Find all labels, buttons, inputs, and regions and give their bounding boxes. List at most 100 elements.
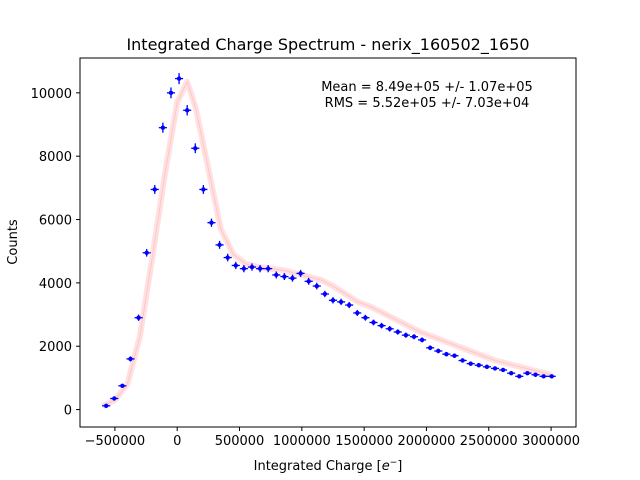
data-point — [231, 261, 240, 270]
point-marker — [371, 320, 376, 325]
data-point — [158, 122, 167, 133]
data-point — [320, 290, 329, 298]
data-point — [110, 396, 119, 401]
data-point — [256, 264, 265, 273]
point-marker — [168, 90, 174, 96]
point-marker — [160, 125, 166, 130]
point-marker — [346, 302, 352, 308]
data-point — [409, 334, 419, 340]
point-marker — [338, 299, 344, 305]
data-point — [434, 348, 443, 354]
data-point — [288, 274, 297, 282]
data-point — [361, 314, 370, 321]
data-point — [150, 185, 159, 194]
point-marker — [500, 367, 506, 373]
data-point — [353, 309, 362, 316]
data-point — [175, 73, 184, 85]
point-marker — [476, 363, 481, 368]
point-marker — [387, 326, 392, 332]
data-point — [337, 298, 346, 306]
point-marker — [541, 374, 546, 379]
y-tick-label: 6000 — [39, 214, 72, 229]
data-point — [547, 374, 556, 379]
x-axis-label-superscript: − — [390, 458, 398, 468]
point-marker — [379, 323, 384, 328]
point-marker — [201, 187, 206, 192]
x-tick-label: 0 — [173, 434, 181, 449]
data-point — [507, 370, 516, 376]
point-marker — [363, 315, 368, 320]
point-marker — [176, 76, 182, 81]
y-tick-label: 10000 — [31, 87, 72, 102]
data-point — [474, 363, 483, 368]
data-point — [239, 264, 248, 273]
point-marker — [419, 337, 425, 343]
y-tick-label: 4000 — [39, 277, 72, 292]
data-point — [118, 383, 127, 389]
point-marker — [298, 271, 303, 276]
data-point — [207, 218, 216, 227]
data-point — [490, 366, 500, 371]
point-marker — [103, 403, 109, 408]
point-marker — [128, 356, 133, 362]
x-tick-label: 500000 — [215, 434, 265, 449]
data-point — [523, 370, 532, 376]
data-point — [426, 345, 435, 351]
data-point — [385, 326, 394, 332]
point-marker — [549, 374, 554, 379]
plot-frame — [79, 57, 577, 428]
data-point — [515, 374, 524, 379]
data-point — [304, 277, 313, 285]
data-points-layer — [102, 73, 556, 408]
point-marker — [217, 242, 222, 248]
point-marker — [184, 108, 190, 113]
x-tick-label: 1500000 — [335, 434, 393, 449]
point-marker — [265, 266, 271, 271]
point-marker — [249, 264, 255, 270]
data-point — [312, 282, 321, 290]
point-marker — [508, 370, 514, 376]
point-marker — [452, 353, 457, 358]
y-axis-label: Counts — [6, 219, 21, 265]
point-marker — [257, 266, 263, 271]
point-marker — [322, 291, 328, 297]
x-tick-label: 2500000 — [460, 434, 518, 449]
data-point — [345, 301, 354, 309]
y-axis-ticks: 0 2000 4000 6000 8000 10000 — [31, 87, 80, 419]
data-point — [482, 364, 491, 370]
point-marker — [193, 146, 198, 151]
x-tick-label: 1000000 — [273, 434, 331, 449]
data-point — [142, 248, 151, 257]
data-point — [223, 253, 232, 262]
point-marker — [484, 364, 490, 370]
stats-rms: RMS = 5.52e+05 +/- 7.03e+04 — [325, 96, 530, 111]
y-tick-label: 0 — [64, 404, 72, 419]
point-marker — [225, 255, 230, 260]
point-marker — [144, 250, 149, 255]
stats-mean: Mean = 8.49e+05 +/- 1.07e+05 — [321, 80, 533, 95]
data-point — [418, 337, 427, 343]
data-point — [458, 358, 467, 363]
data-point — [264, 264, 273, 273]
data-point — [126, 356, 135, 362]
x-tick-label: 2000000 — [397, 434, 455, 449]
data-point — [401, 332, 410, 338]
point-marker — [444, 351, 449, 357]
point-marker — [436, 348, 441, 354]
y-tick-label: 8000 — [39, 150, 72, 165]
data-point — [499, 367, 508, 373]
data-point — [369, 319, 378, 326]
point-marker — [492, 366, 498, 371]
data-point — [247, 263, 257, 271]
x-axis-ticks: −500000 0 500000 1000000 1500000 2000000 25000… — [85, 427, 580, 449]
point-marker — [241, 266, 247, 271]
data-point — [539, 374, 548, 379]
data-point — [215, 240, 224, 249]
fit-band — [101, 78, 552, 410]
point-marker — [533, 372, 538, 377]
data-point — [328, 297, 338, 304]
point-marker — [152, 187, 157, 192]
x-axis-label-main: Integrated Charge [ — [254, 459, 382, 474]
